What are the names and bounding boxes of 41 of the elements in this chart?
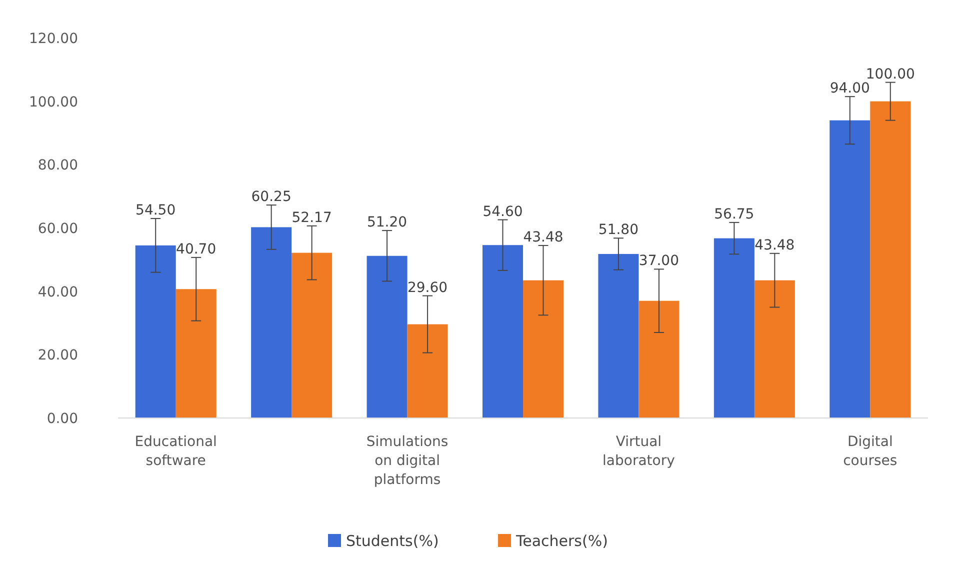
- y-tick-label: 40.00: [38, 284, 78, 300]
- bar: [714, 238, 754, 418]
- bar: [292, 252, 332, 418]
- data-label: 52.17: [292, 210, 332, 226]
- x-tick-label: Virtual laboratory: [602, 434, 675, 469]
- bar: [870, 101, 911, 418]
- bar: [598, 254, 639, 418]
- bar: [830, 120, 870, 418]
- data-label: 54.50: [136, 202, 176, 218]
- y-tick-label: 0.00: [46, 411, 78, 427]
- x-tick-label: Educational software: [134, 434, 217, 469]
- data-label: 29.60: [407, 280, 448, 296]
- data-label: 37.00: [638, 253, 680, 270]
- y-tick-label: 100.00: [29, 94, 78, 110]
- bar: [407, 324, 448, 418]
- y-tick-label: 20.00: [38, 348, 78, 364]
- data-label: 94.00: [830, 80, 870, 97]
- data-label: 43.48: [754, 237, 795, 254]
- data-label: 100.00: [866, 66, 915, 82]
- bar: [176, 289, 216, 418]
- data-label: 60.25: [251, 189, 292, 206]
- legend-label: Teachers(%): [515, 532, 608, 550]
- bar: [251, 227, 292, 418]
- bar: [754, 280, 795, 418]
- y-tick-label: 60.00: [38, 221, 78, 237]
- bar: [523, 280, 564, 418]
- y-tick-label: 80.00: [38, 158, 78, 174]
- bar: [638, 300, 680, 418]
- legend-label: Students(%): [346, 532, 439, 550]
- y-tick-label: 120.00: [29, 31, 78, 47]
- bar: [135, 245, 176, 418]
- data-label: 43.48: [523, 229, 564, 246]
- data-label: 51.80: [598, 222, 639, 238]
- bar: [366, 256, 408, 418]
- data-label: 40.70: [176, 241, 216, 258]
- x-tick-label: Simulations on digital platforms: [366, 434, 448, 488]
- data-label: 51.20: [366, 214, 408, 231]
- data-label: 56.75: [714, 206, 754, 222]
- bar: [482, 245, 523, 418]
- x-tick-label: Digital courses: [843, 434, 898, 469]
- data-label: 54.60: [482, 204, 523, 220]
